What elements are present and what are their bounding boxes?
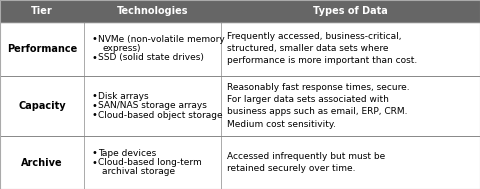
Text: Accessed infrequently but must be
retained securely over time.: Accessed infrequently but must be retain…: [227, 152, 385, 173]
Text: Cloud-based object storage: Cloud-based object storage: [98, 111, 223, 120]
Text: •: •: [92, 158, 97, 168]
Text: NVMe (non-volatile memory: NVMe (non-volatile memory: [98, 35, 225, 44]
Text: •: •: [92, 91, 97, 101]
Text: Capacity: Capacity: [18, 101, 66, 111]
Text: •: •: [92, 101, 97, 111]
Text: Disk arrays: Disk arrays: [98, 92, 149, 101]
Text: •: •: [92, 53, 97, 63]
Text: express): express): [102, 44, 141, 53]
Text: SAN/NAS storage arrays: SAN/NAS storage arrays: [98, 101, 207, 110]
Text: Cloud-based long-term: Cloud-based long-term: [98, 158, 202, 167]
Text: SSD (solid state drives): SSD (solid state drives): [98, 53, 204, 62]
Bar: [0, 0, 480, 22]
Text: Archive: Archive: [21, 158, 63, 167]
Text: Types of Data: Types of Data: [313, 6, 388, 16]
Text: Technologies: Technologies: [117, 6, 188, 16]
Text: •: •: [92, 148, 97, 158]
Text: Reasonably fast response times, secure.
For larger data sets associated with
bus: Reasonably fast response times, secure. …: [227, 83, 409, 129]
Text: Tape devices: Tape devices: [98, 149, 156, 158]
Text: archival storage: archival storage: [102, 167, 175, 176]
Text: Performance: Performance: [7, 44, 77, 54]
Text: Frequently accessed, business-critical,
structured, smaller data sets where
perf: Frequently accessed, business-critical, …: [227, 32, 417, 65]
Text: •: •: [92, 110, 97, 120]
Text: •: •: [92, 34, 97, 44]
Text: Tier: Tier: [31, 6, 53, 16]
